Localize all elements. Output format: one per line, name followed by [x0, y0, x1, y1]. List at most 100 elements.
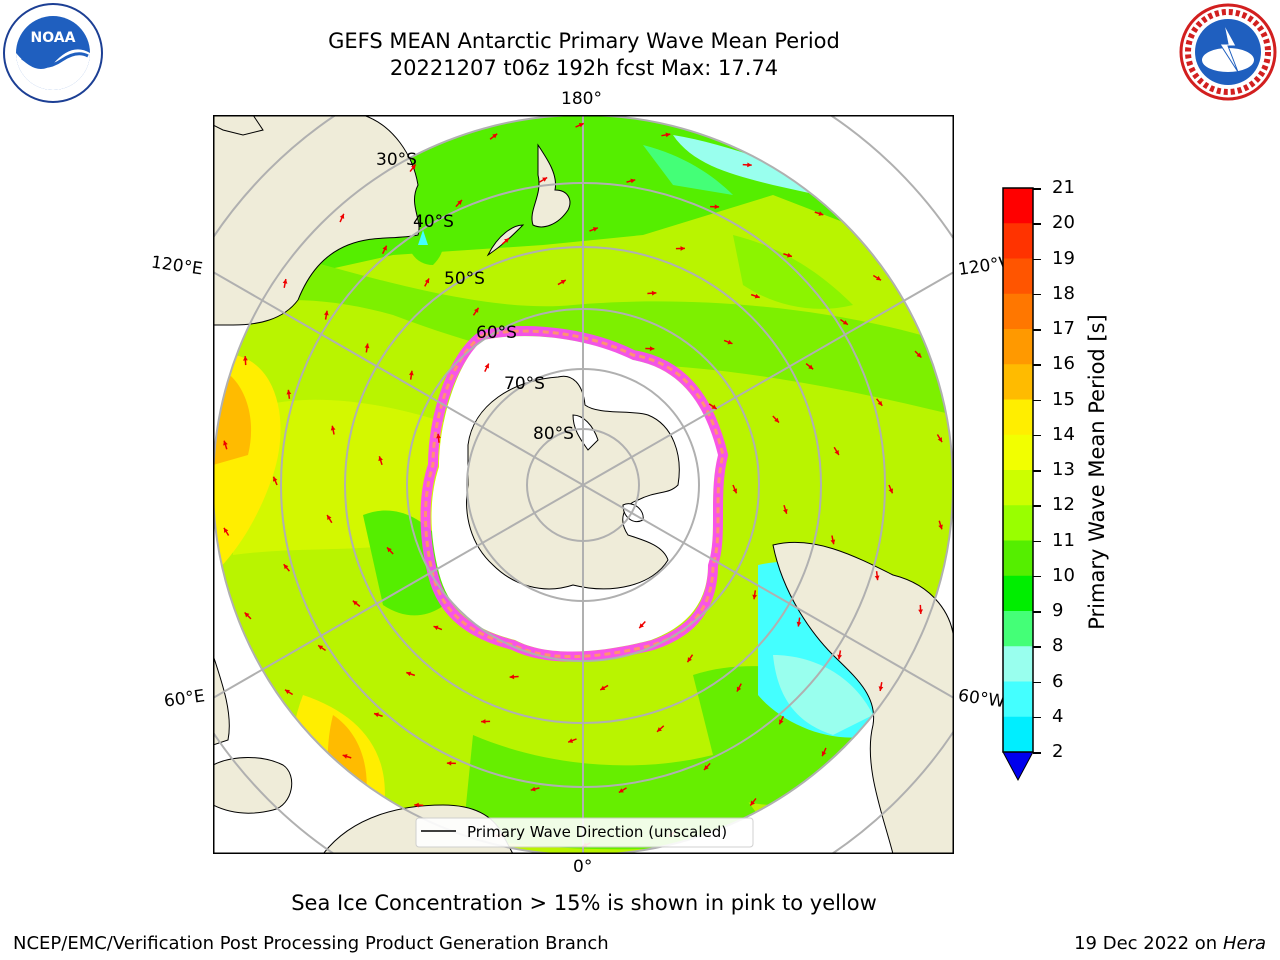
- colorbar-tick-mark: [1033, 752, 1041, 754]
- colorbar-tick-mark: [1033, 223, 1041, 225]
- lat-label-50s: 50°S: [444, 269, 485, 289]
- wave-arrow-head: [387, 547, 392, 553]
- svg-text:NOAA: NOAA: [31, 30, 76, 46]
- colorbar-tick-mark: [1033, 716, 1041, 719]
- colorbar-block: [1003, 399, 1033, 436]
- lat-label-30s: 30°S: [376, 150, 417, 170]
- colorbar-tick-mark: [1033, 293, 1041, 296]
- wave-arrow-head: [342, 754, 348, 759]
- wave-arrow-head: [568, 738, 574, 743]
- wave-arrow-head: [542, 177, 548, 182]
- colorbar-tick: 4: [1052, 705, 1064, 727]
- wave-arrow-head: [783, 508, 788, 514]
- wave-arrow-head: [378, 456, 383, 462]
- wave-arrow-head: [223, 440, 228, 446]
- wave-arrow-head: [446, 760, 452, 766]
- polar-map: Primary Wave Direction (unscaled): [213, 115, 954, 854]
- colorbar: [1002, 187, 1034, 782]
- wave-arrow-head: [433, 625, 439, 631]
- footer-host: Hera: [1222, 933, 1266, 954]
- legend-label: Primary Wave Direction (unscaled): [467, 823, 727, 841]
- wave-arrow-head: [750, 800, 755, 806]
- wave-arrow-head: [436, 433, 441, 439]
- colorbar-block: [1003, 646, 1033, 682]
- map-legend: Primary Wave Direction (unscaled): [415, 817, 754, 848]
- colorbar-blocks: [1003, 188, 1033, 753]
- wave-arrow-head: [888, 488, 894, 494]
- colorbar-block: [1003, 505, 1033, 541]
- colorbar-tick: 20: [1052, 212, 1075, 234]
- wave-arrow-head: [837, 654, 842, 660]
- wave-arrow-head: [821, 751, 827, 757]
- wave-arrow-head: [282, 278, 288, 284]
- wave-arrow-head: [680, 246, 685, 251]
- wave-arrow-head: [711, 404, 717, 409]
- wave-arrow-head: [830, 539, 836, 545]
- wave-arrow-head: [286, 389, 292, 395]
- wave-arrow-head: [630, 178, 636, 184]
- wave-arrow-head: [509, 674, 515, 680]
- wave-arrow-head: [474, 307, 479, 313]
- wave-arrow-head: [649, 346, 655, 352]
- wave-arrow-head: [408, 370, 414, 376]
- wave-arrow-head: [481, 719, 486, 724]
- colorbar-tick: 19: [1052, 247, 1075, 269]
- colorbar-tick: 9: [1052, 600, 1064, 621]
- colorbar-block: [1003, 293, 1033, 330]
- lat-label-80s: 80°S: [533, 424, 574, 444]
- colorbar-block: [1003, 434, 1033, 471]
- wave-arrow-head: [352, 600, 358, 606]
- lon-label-60w: 60°W: [956, 685, 1007, 713]
- wave-arrow-head: [937, 437, 943, 443]
- wave-arrow-head: [284, 689, 290, 695]
- wave-arrow-head: [687, 657, 692, 663]
- wave-arrow-head: [732, 488, 738, 494]
- wave-arrow-head: [704, 765, 709, 770]
- footer-date: 19 Dec 2022 on Hera: [1074, 933, 1266, 954]
- lon-label-120e: 120°E: [149, 252, 204, 280]
- colorbar-tick-mark: [1033, 434, 1041, 437]
- wave-arrow-head: [665, 132, 671, 138]
- wave-arrow-head: [424, 278, 430, 284]
- colorbar-block: [1003, 364, 1033, 400]
- wave-arrow-head: [639, 623, 644, 629]
- wave-arrow-head: [243, 356, 248, 361]
- sea-ice-note: Sea Ice Concentration > 15% is shown in …: [291, 891, 877, 915]
- lon-label-60e: 60°E: [162, 686, 207, 712]
- colorbar-label: Primary Wave Mean Period [s]: [1085, 314, 1109, 630]
- wave-arrow-head: [382, 245, 387, 251]
- colorbar-block: [1003, 329, 1033, 365]
- wave-arrow-head: [406, 671, 412, 677]
- colorbar-block: [1003, 575, 1033, 612]
- wave-arrow-head: [244, 612, 250, 618]
- wave-arrow-head: [330, 425, 336, 431]
- colorbar-block: [1003, 258, 1033, 295]
- wave-arrow-head: [818, 211, 824, 216]
- footer-credit: NCEP/EMC/Verification Post Processing Pr…: [13, 933, 609, 954]
- colorbar-tick: 2: [1052, 741, 1064, 762]
- colorbar-tick: 13: [1052, 459, 1075, 480]
- colorbar-block: [1003, 716, 1033, 753]
- colorbar-tick-mark: [1033, 329, 1041, 331]
- colorbar-tick: 15: [1052, 388, 1075, 410]
- lat-label-40s: 40°S: [413, 212, 454, 232]
- colorbar-tick: 18: [1052, 282, 1075, 304]
- wave-arrow-head: [747, 162, 752, 168]
- lat-label-70s: 70°S: [504, 374, 545, 394]
- wave-arrow-head: [938, 524, 943, 530]
- colorbar-tick: 21: [1052, 177, 1075, 198]
- wave-arrow-head: [318, 645, 324, 650]
- wave-arrow-head: [754, 293, 760, 299]
- colorbar-block: [1003, 470, 1033, 506]
- colorbar-tick: 14: [1052, 423, 1075, 445]
- wave-arrow-head: [618, 788, 624, 793]
- colorbar-tick-mark: [1033, 681, 1041, 683]
- wave-arrow-head: [492, 133, 498, 139]
- colorbar-tick-mark: [1033, 611, 1041, 613]
- wave-arrow-head: [339, 213, 345, 219]
- wave-arrow-head: [324, 310, 329, 316]
- footer-date-text: 19 Dec 2022 on: [1074, 933, 1218, 954]
- wave-arrow-head: [364, 343, 370, 349]
- wave-arrow-head: [600, 685, 606, 690]
- wave-arrow-head: [736, 686, 742, 692]
